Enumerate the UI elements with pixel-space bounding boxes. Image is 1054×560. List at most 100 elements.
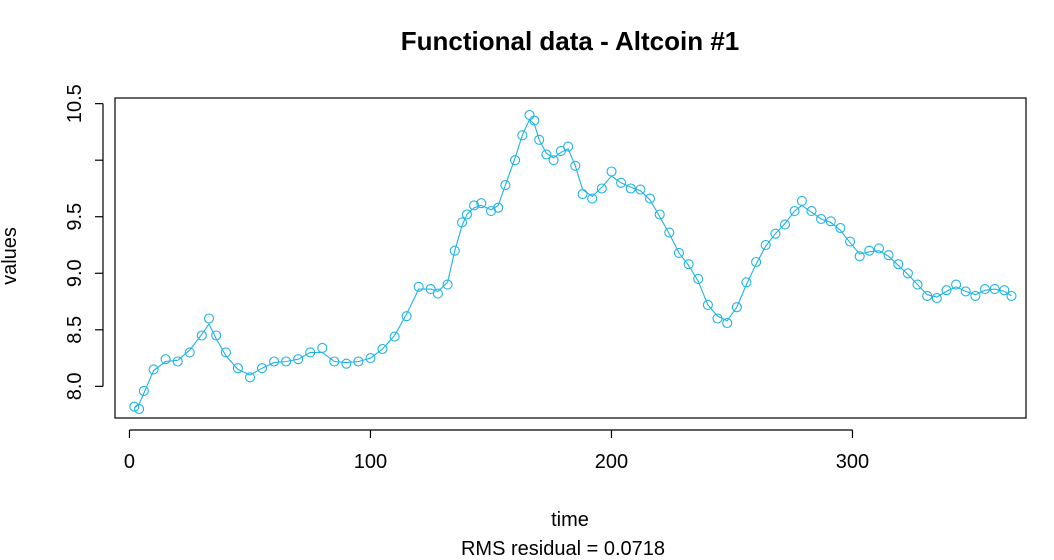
data-point [281, 356, 292, 367]
data-point [305, 347, 316, 358]
data-point [269, 356, 280, 367]
data-point [461, 209, 472, 220]
data-point [256, 363, 268, 374]
data-point [148, 364, 159, 375]
data-point [577, 189, 588, 200]
x-axis: 0 100 200 300 [124, 429, 869, 473]
data-point [389, 331, 400, 342]
y-axis-label: values [0, 227, 21, 285]
data-point [293, 354, 304, 365]
y-tick-label: 10.5 [64, 84, 86, 123]
data-point [606, 166, 617, 177]
data-point [825, 216, 836, 227]
data-point [770, 228, 781, 239]
data-point [172, 356, 183, 367]
data-point [693, 273, 704, 284]
data-point [548, 155, 559, 166]
data-point [796, 195, 807, 206]
data-point [510, 155, 521, 166]
data-point [616, 177, 627, 188]
data-point [883, 250, 894, 261]
data-point [644, 193, 656, 204]
data-point [912, 279, 923, 290]
data-point [425, 284, 436, 295]
data-point [999, 285, 1010, 296]
data-point [377, 343, 388, 355]
data-point [625, 183, 636, 194]
data-point [493, 202, 504, 213]
data-point [989, 284, 1000, 295]
data-point [951, 279, 962, 290]
data-point [160, 354, 171, 365]
data-point [317, 342, 328, 353]
data-point [873, 243, 885, 254]
x-tick-label: 0 [124, 451, 135, 473]
data-point [541, 149, 552, 160]
x-axis-label: time [551, 509, 589, 531]
data-point [353, 356, 364, 367]
data-point [902, 268, 913, 279]
data-point [129, 401, 140, 412]
data-point [476, 198, 487, 209]
x-tick-label: 200 [595, 451, 628, 473]
data-point [635, 184, 646, 195]
x-tick-label: 100 [354, 451, 387, 473]
data-point [587, 193, 598, 204]
data-point [760, 239, 771, 251]
data-point [664, 227, 675, 238]
data-point [722, 317, 733, 329]
data-point [864, 245, 875, 256]
data-point [432, 288, 443, 299]
data-point [524, 109, 535, 121]
data-point [789, 206, 800, 217]
fitted-curve-layer [133, 118, 1012, 409]
data-point [751, 256, 762, 268]
data-point [673, 247, 685, 258]
data-point [401, 311, 412, 322]
data-point [931, 293, 942, 304]
data-point [500, 180, 511, 191]
data-point [517, 130, 528, 141]
data-point [563, 141, 574, 152]
data-points [129, 109, 1017, 415]
data-point [712, 313, 723, 324]
data-point [854, 251, 865, 262]
y-tick-label: 9.5 [64, 203, 86, 231]
data-point [442, 279, 453, 290]
data-point [184, 347, 195, 358]
data-point [365, 353, 376, 364]
chart-title: Functional data - Altcoin #1 [401, 26, 740, 56]
data-point [941, 285, 952, 296]
data-point [413, 281, 424, 292]
data-point [683, 259, 694, 270]
data-point [922, 290, 933, 301]
data-point [534, 134, 545, 145]
data-point [741, 277, 752, 288]
data-point [779, 219, 791, 230]
data-point [702, 299, 713, 310]
data-point [134, 403, 145, 415]
data-point [244, 372, 256, 383]
data-point [138, 385, 149, 396]
data-point [970, 290, 981, 301]
y-axis: 8.0 8.5 9.0 9.5 10.5 [64, 84, 104, 400]
data-point [1006, 290, 1017, 301]
data-point [960, 286, 971, 297]
data-point [449, 245, 460, 256]
plot-frame [114, 97, 1027, 419]
data-point [456, 217, 468, 228]
data-point [211, 330, 222, 341]
y-tick-label: 9.0 [64, 259, 86, 287]
y-tick-label: 8.0 [64, 372, 86, 400]
data-point [845, 236, 856, 247]
data-point [341, 358, 352, 369]
data-point [596, 183, 607, 194]
data-point [893, 259, 904, 270]
data-point [220, 347, 231, 358]
data-point [329, 356, 340, 367]
x-tick-label: 300 [836, 451, 869, 473]
data-point [835, 222, 846, 234]
data-point [570, 160, 581, 171]
data-point [654, 209, 665, 220]
